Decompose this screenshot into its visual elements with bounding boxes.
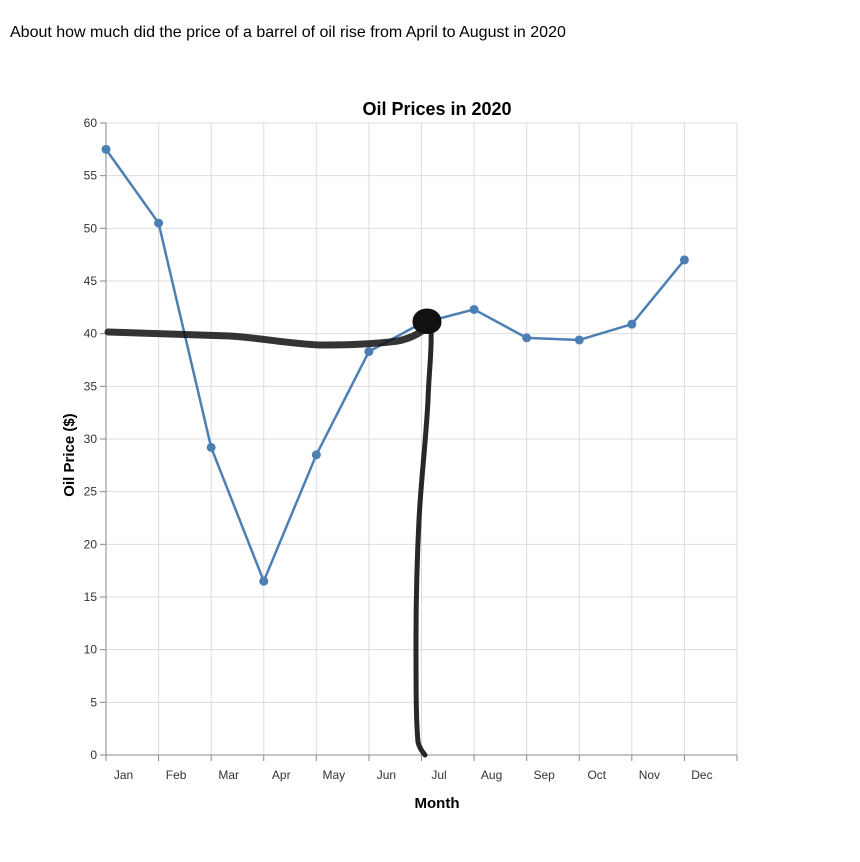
x-tick-label: Dec bbox=[691, 768, 712, 782]
y-tick-label: 45 bbox=[84, 274, 98, 288]
data-point bbox=[311, 450, 321, 460]
hand-drawn-annotation bbox=[104, 308, 442, 758]
data-point bbox=[364, 347, 374, 357]
x-tick-label: Oct bbox=[587, 768, 606, 782]
y-tick-label: 0 bbox=[90, 748, 97, 762]
y-tick-label: 20 bbox=[84, 537, 98, 551]
y-tick-label: 5 bbox=[90, 695, 97, 709]
x-tick-label: Nov bbox=[639, 768, 660, 782]
data-point bbox=[259, 576, 269, 586]
data-point bbox=[627, 319, 637, 329]
grid-lines bbox=[105, 122, 738, 756]
x-tick-label: Jul bbox=[431, 768, 446, 782]
y-tick-label: 15 bbox=[84, 590, 98, 604]
x-axis-title: Month bbox=[415, 795, 460, 812]
price-series bbox=[101, 144, 689, 586]
y-tick-label: 40 bbox=[84, 327, 98, 341]
tick-labels: 0 5 10 15 20 25 30 35 40 45 50 55 60 Jan Feb Mar Apr May J… bbox=[84, 116, 713, 782]
series-line bbox=[104, 148, 686, 583]
annotation-horizontal-stroke bbox=[104, 324, 430, 349]
annotation-vertical-stroke bbox=[413, 327, 434, 758]
data-point bbox=[101, 144, 111, 154]
y-tick-label: 55 bbox=[84, 169, 98, 183]
x-tick-label: Sep bbox=[534, 768, 556, 782]
x-tick-label: Jun bbox=[377, 768, 396, 782]
x-tick-label: Feb bbox=[166, 768, 187, 782]
question-text: About how much did the price of a barrel… bbox=[10, 24, 566, 41]
data-point bbox=[574, 335, 584, 345]
x-tick-label: May bbox=[323, 768, 346, 782]
y-tick-label: 25 bbox=[84, 485, 98, 499]
chart-title: Oil Prices in 2020 bbox=[362, 99, 511, 119]
data-point bbox=[522, 333, 532, 343]
y-axis-title: Oil Price ($) bbox=[61, 413, 78, 496]
y-tick-label: 10 bbox=[84, 643, 98, 657]
data-point bbox=[679, 255, 689, 265]
axes bbox=[100, 122, 738, 761]
annotation-knot bbox=[412, 308, 442, 334]
y-tick-label: 30 bbox=[84, 432, 98, 446]
data-point bbox=[469, 304, 479, 314]
y-tick-label: 60 bbox=[84, 116, 98, 130]
x-tick-label: Jan bbox=[114, 768, 133, 782]
y-tick-label: 50 bbox=[84, 221, 98, 235]
data-point bbox=[206, 442, 216, 452]
x-tick-label: Apr bbox=[272, 768, 291, 782]
data-point bbox=[154, 218, 164, 228]
y-tick-label: 35 bbox=[84, 379, 98, 393]
x-tick-label: Mar bbox=[218, 768, 239, 782]
x-tick-label: Aug bbox=[481, 768, 502, 782]
